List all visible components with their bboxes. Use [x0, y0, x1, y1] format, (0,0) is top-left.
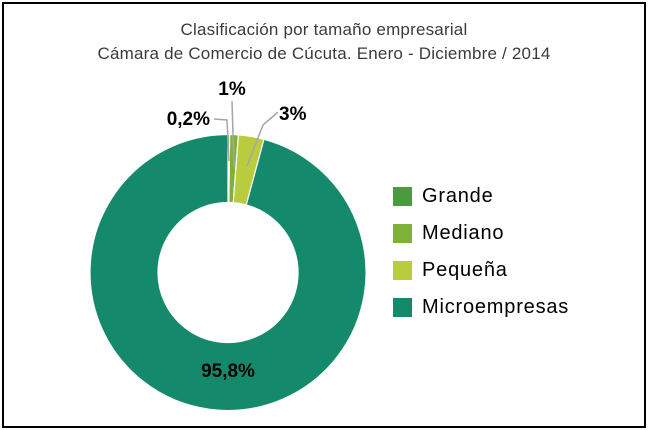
data-label-pequena: 3%: [279, 104, 307, 125]
chart-title-line2: Cámara de Comercio de Cúcuta. Enero - Di…: [97, 44, 551, 63]
legend-label-pequena: Pequeña: [422, 258, 508, 281]
legend-swatch-microempresas: [393, 297, 412, 317]
chart-title: Clasificación por tamaño empresarial Cám…: [0, 18, 648, 66]
legend: Grande Mediano Pequeña Microempresas: [393, 184, 570, 334]
legend-swatch-mediano: [393, 223, 412, 243]
data-label-mediano: 1%: [218, 79, 246, 100]
leader-line-grande: [213, 118, 230, 162]
legend-label-microempresas: Microempresas: [422, 295, 570, 318]
legend-label-mediano: Mediano: [422, 221, 505, 244]
data-label-grande: 0,2%: [166, 109, 210, 130]
leader-line-pequena: [246, 111, 279, 167]
legend-item-mediano: Mediano: [393, 221, 569, 244]
legend-item-grande: Grande: [393, 184, 569, 207]
legend-item-pequena: Pequeña: [393, 258, 569, 281]
chart-title-line1: Clasificación por tamaño empresarial: [180, 20, 468, 39]
legend-label-grande: Grande: [422, 184, 494, 207]
legend-swatch-grande: [393, 186, 412, 206]
donut-slices: [89, 133, 367, 412]
legend-item-microempresas: Microempresas: [393, 295, 570, 318]
donut-slice-microempresas: [89, 133, 367, 412]
leader-line-mediano: [231, 100, 235, 168]
data-label-microempresas: 95,8%: [201, 361, 255, 382]
legend-swatch-pequena: [393, 260, 412, 280]
